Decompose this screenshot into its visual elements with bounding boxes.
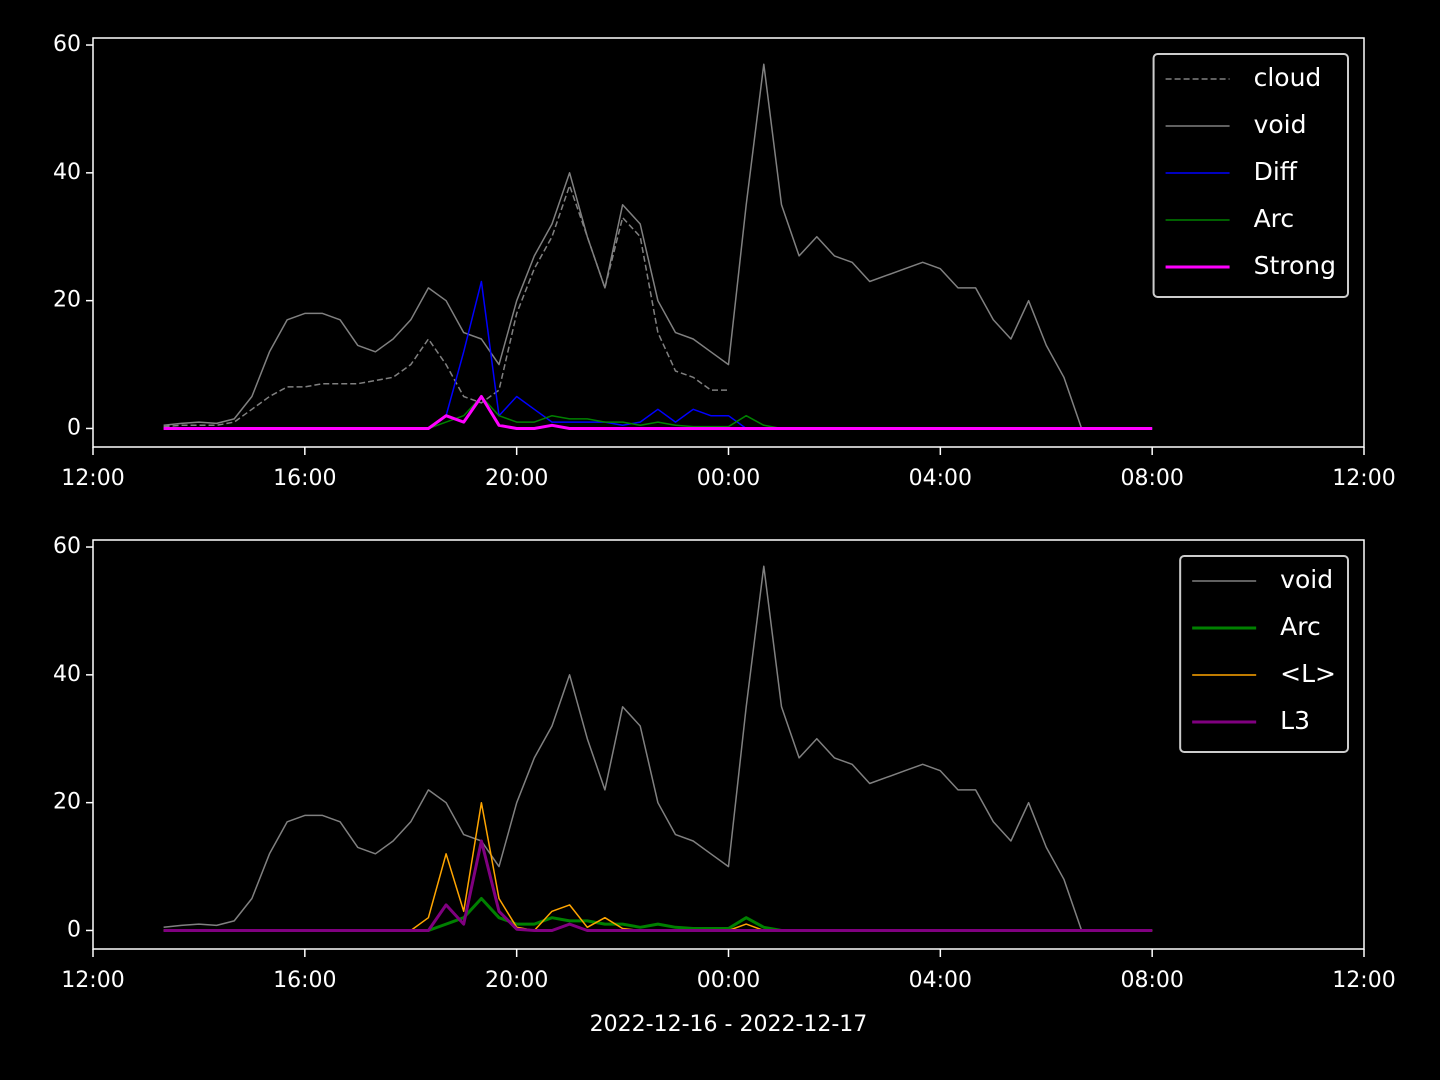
y-tick-label: 20: [53, 288, 81, 313]
legend-label: cloud: [1254, 63, 1322, 92]
series-line: [163, 839, 1153, 932]
x-tick-label: 00:00: [697, 466, 760, 491]
legend-label: L3: [1280, 706, 1310, 735]
x-tick-label: 00:00: [697, 968, 760, 993]
x-tick-label: 04:00: [909, 466, 972, 491]
x-tick-label: 16:00: [273, 466, 336, 491]
axes-frame: [92, 539, 1365, 950]
x-tick-label: 08:00: [1120, 968, 1183, 993]
legend-box: [1179, 555, 1349, 753]
y-tick-label: 40: [53, 160, 81, 185]
y-tick-label: 0: [67, 917, 81, 942]
series-line: [163, 184, 729, 428]
x-tick-label: 20:00: [485, 968, 548, 993]
y-tick-label: 60: [53, 534, 81, 559]
legend-label: void: [1254, 110, 1307, 139]
x-tick-label: 20:00: [485, 466, 548, 491]
legend-label: void: [1280, 565, 1333, 594]
series-line: [163, 565, 1153, 932]
series-line: [163, 395, 1153, 430]
legend: cloud void Diff Arc Strong: [1152, 53, 1349, 298]
x-axis-label: 2022-12-16 - 2022-12-17: [590, 1012, 868, 1037]
legend-label: Diff: [1254, 157, 1298, 186]
y-tick-label: 20: [53, 790, 81, 815]
x-tick-label: 04:00: [909, 968, 972, 993]
legend-label: Arc: [1280, 612, 1321, 641]
x-tick-label: 12:00: [1332, 968, 1395, 993]
legend-label: Arc: [1254, 204, 1295, 233]
x-tick-label: 16:00: [273, 968, 336, 993]
x-tick-label: 12:00: [61, 466, 124, 491]
y-tick-label: 60: [53, 32, 81, 57]
legend-label: <L>: [1280, 659, 1336, 688]
x-tick-label: 12:00: [61, 968, 124, 993]
axes-frame: [92, 37, 1365, 448]
legend-box: [1152, 53, 1349, 298]
series-line: [163, 63, 1153, 430]
y-tick-label: 40: [53, 662, 81, 687]
legend-label: Strong: [1254, 251, 1336, 280]
legend: void Arc <L> L3: [1179, 555, 1349, 753]
x-tick-label: 08:00: [1120, 466, 1183, 491]
axes: 0 20 40 60 12:00 16:00 20:00 00:00 04:00 08:00 12:…: [53, 534, 1396, 1037]
y-tick-label: 0: [67, 415, 81, 440]
axes: 0 20 40 60 12:00 16:00 20:00 00:00 04:00 08:00 12:…: [53, 32, 1396, 491]
x-tick-label: 12:00: [1332, 466, 1395, 491]
